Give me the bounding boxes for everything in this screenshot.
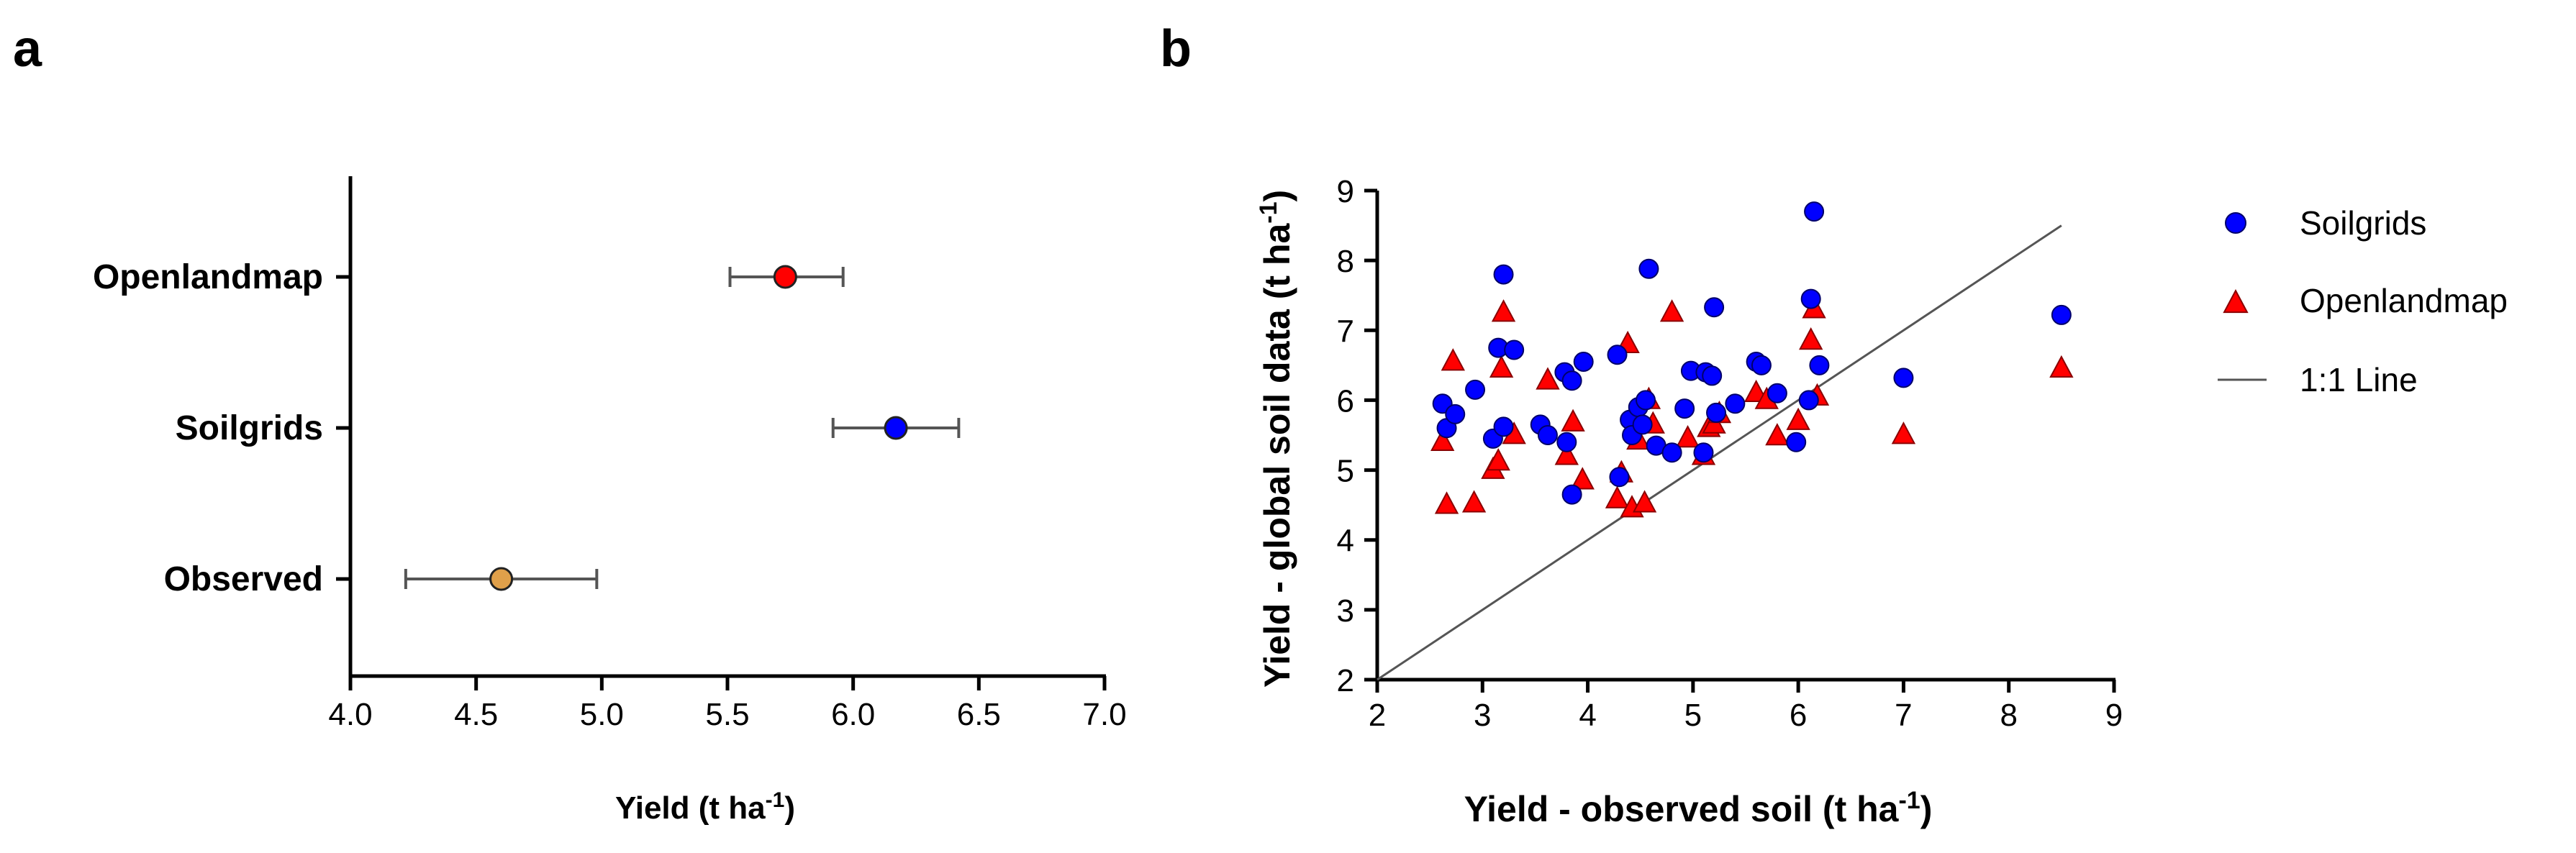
panel-a-point (489, 567, 514, 591)
panel-b-x-tick-label: 7 (1895, 698, 1912, 733)
panel-a-letter: a (13, 20, 42, 78)
panel-b-y-tick-label: 5 (1337, 454, 1354, 489)
soilgrids-point (1893, 368, 1914, 388)
panel-a-point (773, 265, 797, 289)
openlandmap-point (1434, 491, 1459, 514)
one-to-one-line (1377, 224, 2062, 681)
soilgrids-point (1674, 398, 1695, 419)
legend-openlandmap-label: Openlandmap (2300, 282, 2508, 319)
panel-b-y-tick-label: 4 (1337, 524, 1354, 559)
soilgrids-point (1661, 442, 1682, 463)
panel-b-legend: Soilgrids Openlandmap 1:1 Line (2218, 204, 2508, 398)
panel-a-x-tick-label: 4.5 (454, 697, 498, 732)
panel-b-x-tick-label: 5 (1684, 698, 1702, 733)
soilgrids-point (1537, 425, 1558, 445)
panel-b-y-tick-label: 7 (1337, 314, 1354, 349)
soilgrids-point (1561, 370, 1582, 391)
panel-a-xlabel: Yield (t ha-1) (615, 788, 795, 826)
panel-b-x-tick-label: 8 (2000, 698, 2017, 733)
openlandmap-point (1561, 409, 1585, 432)
soilgrids-point (1798, 390, 1819, 411)
soilgrids-point (1706, 402, 1727, 423)
panel-b-x-tick-label: 4 (1579, 698, 1596, 733)
panel-b-y-tick-label: 6 (1337, 383, 1354, 419)
panel-b-axes: 2 3 4 5 6 7 8 9 2 3 4 5 6 7 8 9 (1337, 174, 2123, 733)
panel-b-x-tick-label: 3 (1474, 698, 1491, 733)
soilgrids-point (1607, 345, 1628, 365)
panel-b-x-tick-label: 2 (1369, 698, 1386, 733)
panel-a-x-tick-label: 4.0 (328, 697, 372, 732)
openlandmap-point (1430, 428, 1455, 452)
openlandmap-point (1765, 423, 1790, 446)
panel-b-letter: b (1160, 20, 1192, 78)
legend-soilgrids-marker (2225, 212, 2246, 234)
panel-a-chart: 4.0 4.5 5.0 5.5 6.0 6.5 7.0 Openlandmap Soilgrid… (93, 176, 1127, 826)
openlandmap-point (1891, 421, 1916, 444)
panel-b-y-tick-label: 3 (1337, 593, 1354, 629)
openlandmap-point (1659, 299, 1684, 322)
soilgrids-point (1504, 339, 1525, 360)
panel-a-x-tick-label: 5.0 (580, 697, 624, 732)
legend-openlandmap-marker (2223, 289, 2249, 314)
panel-b-marks (1377, 201, 2074, 681)
openlandmap-point (1536, 367, 1560, 390)
panel-b-y-tick-label: 9 (1337, 174, 1354, 209)
soilgrids-point (1725, 393, 1746, 414)
panel-a-x-tick-label: 5.5 (705, 697, 749, 732)
openlandmap-point (1605, 485, 1630, 508)
soilgrids-point (1751, 355, 1772, 375)
soilgrids-point (1556, 432, 1577, 452)
legend-line-label: 1:1 Line (2300, 361, 2418, 398)
openlandmap-point (1675, 424, 1700, 448)
soilgrids-point (1493, 416, 1514, 437)
legend-soilgrids-label: Soilgrids (2300, 204, 2426, 242)
panel-b-y-tick-label: 2 (1337, 663, 1354, 698)
openlandmap-point (1632, 490, 1657, 513)
soilgrids-point (1609, 467, 1630, 488)
panel-b-xlabel: Yield - observed soil (t ha-1) (1464, 787, 1933, 829)
soilgrids-point (1693, 442, 1714, 463)
openlandmap-point (1461, 490, 1487, 513)
soilgrids-point (1809, 355, 1830, 375)
openlandmap-point (1489, 355, 1514, 378)
soilgrids-point (1445, 403, 1466, 424)
openlandmap-point (1554, 442, 1579, 465)
panel-a-point (884, 416, 908, 440)
panel-a-category-label: Observed (164, 560, 323, 598)
soilgrids-point (1800, 288, 1821, 309)
soilgrids-point (1493, 264, 1514, 285)
panel-a-x-tick-label: 6.5 (957, 697, 1001, 732)
panel-a-x-tick-label: 7.0 (1082, 697, 1126, 732)
panel-a-x-tick-label: 6.0 (831, 697, 875, 732)
openlandmap-point (1799, 327, 1823, 350)
panel-a-marks (404, 265, 961, 591)
openlandmap-point (1491, 299, 1516, 322)
soilgrids-point (1702, 365, 1723, 386)
soilgrids-point (1573, 352, 1594, 372)
soilgrids-point (1804, 201, 1825, 222)
soilgrids-point (1767, 383, 1787, 403)
soilgrids-point (1632, 414, 1653, 435)
soilgrids-point (2051, 304, 2072, 325)
panel-a-axes: 4.0 4.5 5.0 5.5 6.0 6.5 7.0 Openlandmap Soilgrid… (93, 176, 1127, 732)
panel-b-x-tick-label: 6 (1790, 698, 1807, 733)
soilgrids-point (1786, 432, 1807, 452)
panel-a-category-label: Openlandmap (93, 258, 323, 296)
openlandmap-point (1786, 407, 1810, 430)
panel-a-category-label: Soilgrids (176, 409, 323, 447)
soilgrids-point (1465, 379, 1486, 400)
openlandmap-point (2049, 355, 2074, 378)
panel-b-chart: 2 3 4 5 6 7 8 9 2 3 4 5 6 7 8 9 Yield - observed soil (… (1255, 174, 2508, 829)
soilgrids-point (1636, 390, 1656, 411)
openlandmap-point (1486, 448, 1510, 471)
panel-b-y-tick-label: 8 (1337, 244, 1354, 279)
panel-b-ylabel: Yield - global soil data (t ha-1) (1255, 190, 1297, 688)
openlandmap-point (1441, 348, 1465, 371)
soilgrids-point (1638, 258, 1659, 279)
soilgrids-point (1561, 484, 1582, 505)
openlandmap-point (1570, 467, 1595, 490)
soilgrids-point (1704, 297, 1725, 318)
panel-b-x-tick-label: 9 (2105, 698, 2123, 733)
